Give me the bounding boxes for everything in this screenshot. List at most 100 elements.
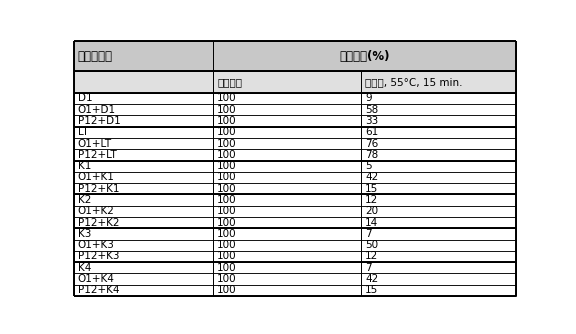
Text: O1+K1: O1+K1 [78,172,115,182]
Text: K4: K4 [78,263,91,273]
Text: P12+LT: P12+LT [78,150,116,160]
Bar [74,183,214,194]
Text: 100: 100 [217,127,237,137]
Text: K3: K3 [78,229,91,239]
Bar [214,127,362,138]
Bar [74,149,214,161]
Bar [214,161,362,172]
Text: 加热的, 55°C, 15 min.: 加热的, 55°C, 15 min. [365,77,463,87]
Text: 100: 100 [217,161,237,171]
Bar [74,172,214,183]
Bar [214,115,362,127]
Bar [214,93,362,104]
Text: 14: 14 [365,218,378,227]
Text: 100: 100 [217,206,237,216]
Text: 残留活性(%): 残留活性(%) [340,50,390,63]
Bar [362,127,516,138]
Text: P12+K4: P12+K4 [78,285,119,295]
Text: 9: 9 [365,94,372,104]
Bar [362,228,516,239]
Bar [362,161,516,172]
Text: 42: 42 [365,274,378,284]
Bar [214,217,362,228]
Text: 58: 58 [365,105,378,115]
Text: P12+K2: P12+K2 [78,218,119,227]
Bar [362,93,516,104]
Text: P12+K1: P12+K1 [78,184,119,194]
Text: 100: 100 [217,116,237,126]
Text: 100: 100 [217,229,237,239]
Text: K2: K2 [78,195,91,205]
Text: K1: K1 [78,161,91,171]
Bar [74,239,214,251]
Text: 100: 100 [217,184,237,194]
Text: 50: 50 [365,240,378,250]
Text: 100: 100 [217,195,237,205]
Text: 100: 100 [217,150,237,160]
Bar [74,228,214,239]
Text: 33: 33 [365,116,378,126]
Text: 7: 7 [365,263,372,273]
Text: 100: 100 [217,274,237,284]
Text: 100: 100 [217,252,237,262]
Text: 100: 100 [217,139,237,149]
Text: O1+K2: O1+K2 [78,206,115,216]
Bar [214,41,516,71]
Bar [74,217,214,228]
Text: O1+D1: O1+D1 [78,105,116,115]
Bar [362,138,516,149]
Bar [214,251,362,262]
Bar [214,239,362,251]
Text: 100: 100 [217,94,237,104]
Text: 12: 12 [365,252,378,262]
Bar [214,149,362,161]
Text: 100: 100 [217,240,237,250]
Bar [74,274,214,285]
Bar [214,285,362,296]
Text: 15: 15 [365,184,378,194]
Text: 100: 100 [217,172,237,182]
Bar [214,206,362,217]
Bar [214,228,362,239]
Text: 12: 12 [365,195,378,205]
Bar [362,251,516,262]
Bar [362,115,516,127]
Bar [214,104,362,115]
Bar [74,285,214,296]
Text: O1+K4: O1+K4 [78,274,115,284]
Bar [214,138,362,149]
Bar [74,127,214,138]
Bar [214,194,362,206]
Text: 78: 78 [365,150,378,160]
Bar [362,285,516,296]
Bar [74,262,214,274]
Bar [362,239,516,251]
Text: 100: 100 [217,285,237,295]
Bar [74,71,214,93]
Bar [74,115,214,127]
Bar [74,206,214,217]
Text: LT: LT [78,127,89,137]
Text: 未加热的: 未加热的 [217,77,242,87]
Text: 76: 76 [365,139,378,149]
Bar [214,274,362,285]
Bar [74,251,214,262]
Text: O1+LT: O1+LT [78,139,112,149]
Text: P12+D1: P12+D1 [78,116,120,126]
Bar [362,183,516,194]
Text: 7: 7 [365,229,372,239]
Text: 15: 15 [365,285,378,295]
Text: 42: 42 [365,172,378,182]
Bar [362,206,516,217]
Bar [362,194,516,206]
Bar [362,274,516,285]
Bar [362,71,516,93]
Bar [74,93,214,104]
Text: O1+K3: O1+K3 [78,240,115,250]
Bar [214,71,362,93]
Bar [74,138,214,149]
Bar [74,41,214,71]
Text: 100: 100 [217,218,237,227]
Bar [74,194,214,206]
Bar [74,161,214,172]
